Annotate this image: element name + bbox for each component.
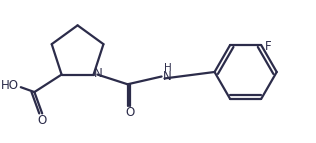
- Text: HO: HO: [1, 79, 19, 92]
- Text: O: O: [38, 114, 47, 127]
- Text: N: N: [163, 70, 172, 83]
- Text: N: N: [94, 67, 103, 80]
- Text: F: F: [265, 39, 271, 52]
- Text: O: O: [125, 106, 134, 119]
- Text: H: H: [163, 63, 171, 73]
